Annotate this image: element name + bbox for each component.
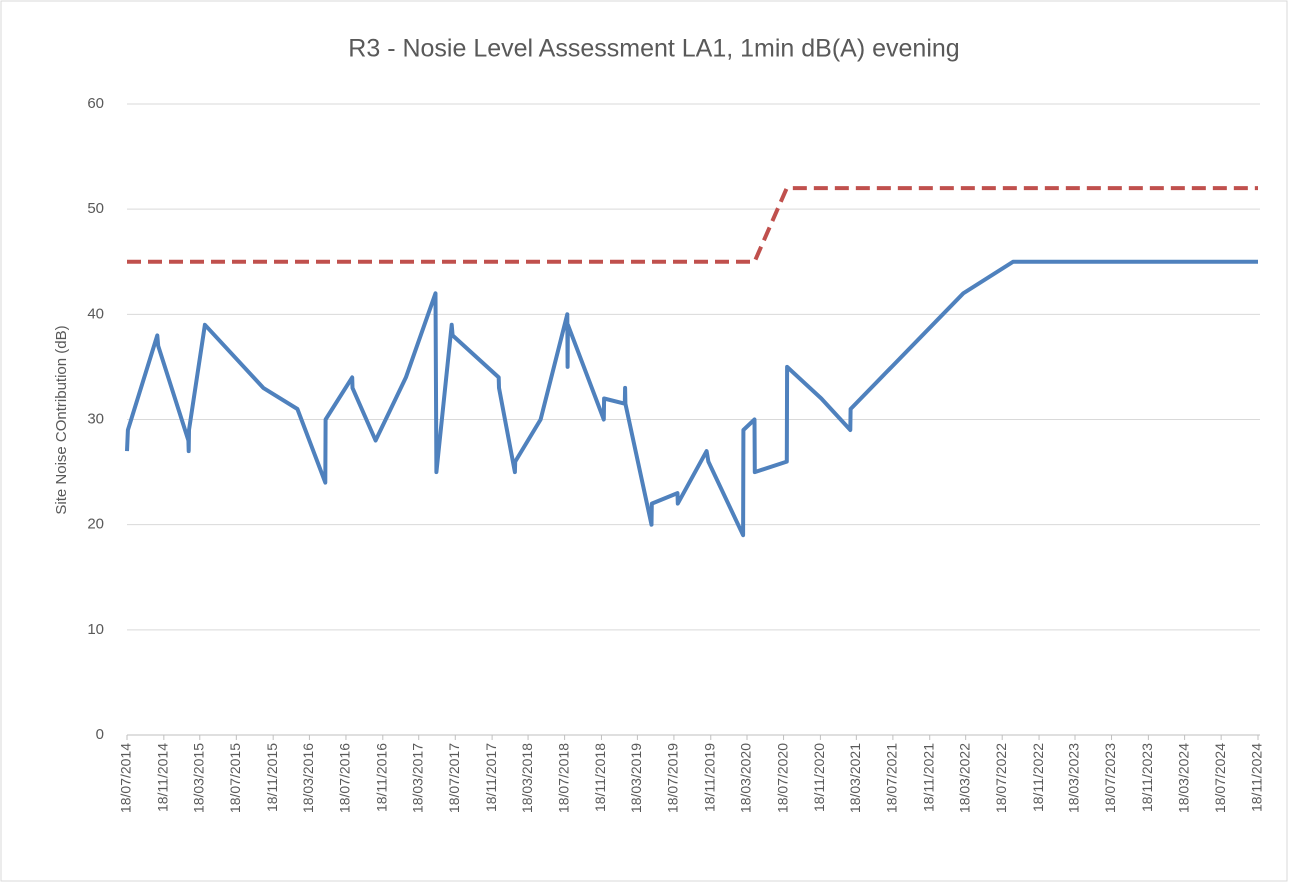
x-tick-label: 18/11/2024: [1249, 743, 1265, 812]
x-tick-label: 18/03/2022: [956, 743, 972, 813]
x-tick-label: 18/03/2024: [1175, 743, 1191, 813]
x-tick-label: 18/07/2023: [1102, 743, 1118, 813]
x-tick-label: 18/03/2019: [628, 743, 644, 813]
x-tick-label: 18/03/2017: [409, 743, 425, 813]
x-tick-label: 18/11/2016: [373, 743, 389, 812]
y-tick-label: 30: [87, 410, 104, 427]
y-axis-label: Site Noise COntribution (dB): [53, 325, 70, 514]
x-tick-label: 18/03/2021: [847, 743, 863, 813]
chart-title: R3 - Nosie Level Assessment LA1, 1min dB…: [348, 35, 959, 63]
x-tick-label: 18/03/2020: [738, 743, 754, 813]
x-tick-label: 18/03/2015: [190, 743, 206, 813]
y-tick-label: 40: [87, 305, 104, 322]
y-tick-label: 0: [96, 726, 104, 743]
x-tick-label: 18/03/2016: [300, 743, 316, 813]
y-tick-label: 50: [87, 200, 104, 217]
x-tick-label: 18/07/2022: [993, 743, 1009, 813]
data-line: [125, 259, 1258, 538]
x-tick-label: 18/11/2014: [155, 743, 171, 812]
x-tick-label: 18/07/2018: [555, 743, 571, 813]
y-tick-label: 10: [87, 621, 104, 638]
x-tick-label: 18/07/2016: [337, 743, 353, 813]
x-tick-label: 18/07/2014: [118, 743, 134, 813]
x-tick-label: 18/11/2015: [264, 743, 280, 812]
x-tick-label: 18/11/2017: [483, 743, 499, 812]
x-tick-label: 18/07/2015: [227, 743, 243, 813]
x-tick-label: 18/11/2022: [1030, 743, 1046, 812]
x-tick-label: 18/03/2018: [519, 743, 535, 813]
x-tick-label: 18/07/2024: [1212, 743, 1228, 813]
x-tick-label: 18/07/2019: [665, 743, 681, 813]
x-tick-label: 18/07/2020: [774, 743, 790, 813]
x-tick-label: 18/11/2021: [920, 743, 936, 812]
x-tick-label: 18/11/2023: [1139, 743, 1155, 812]
x-tick-label: 18/11/2018: [592, 743, 608, 812]
y-tick-label: 60: [87, 95, 104, 112]
y-tick-label: 20: [87, 516, 104, 533]
x-tick-label: 18/11/2019: [701, 743, 717, 812]
x-tick-label: 18/07/2017: [446, 743, 462, 813]
x-tick-label: 18/03/2023: [1066, 743, 1082, 813]
x-tick-label: 18/07/2021: [884, 743, 900, 813]
x-tick-label: 18/11/2020: [811, 743, 827, 812]
